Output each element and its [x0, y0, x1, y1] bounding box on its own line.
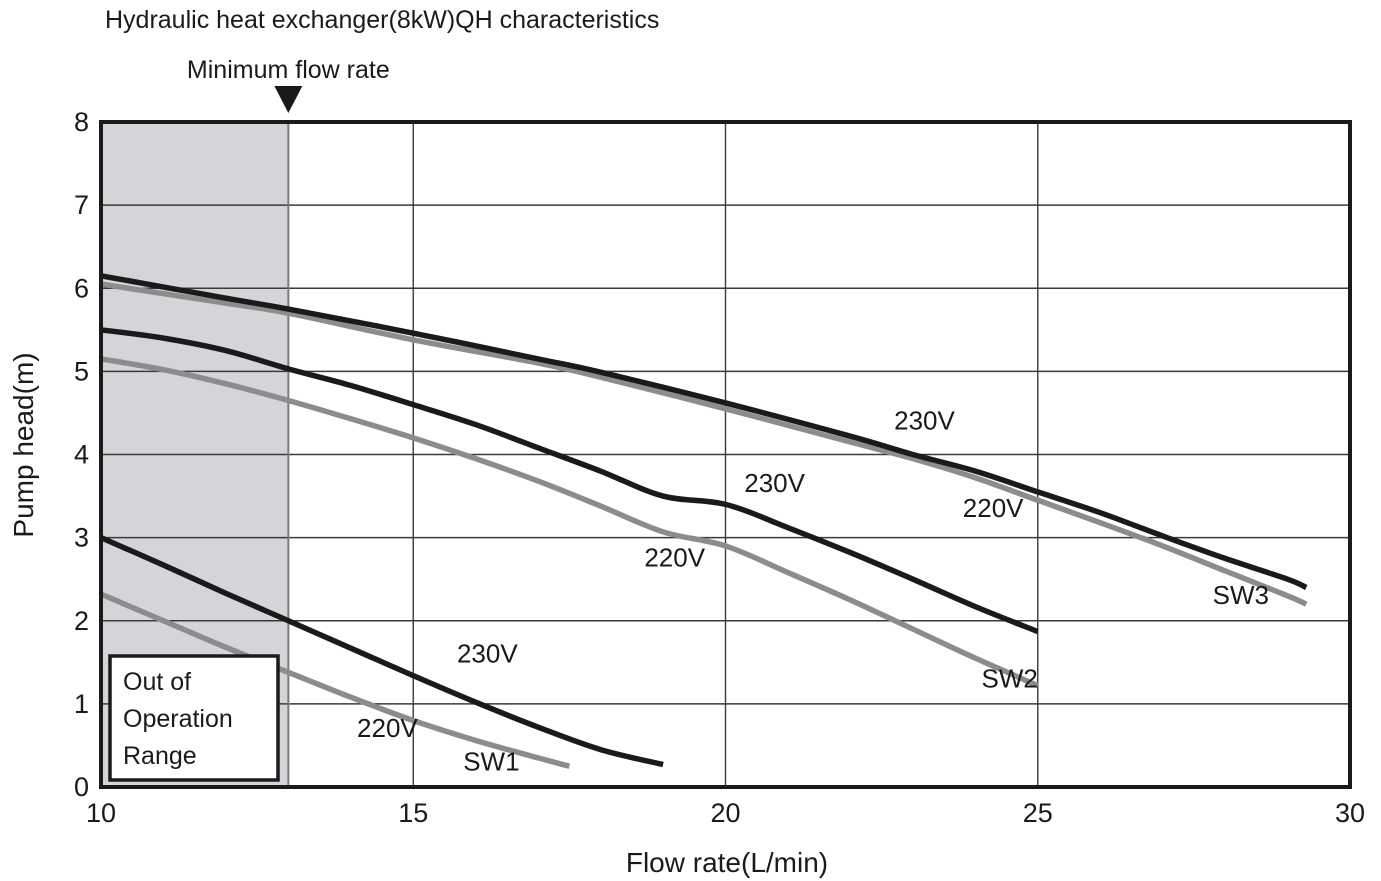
curve-label-230v-0: 230V [894, 406, 955, 436]
plot-frame [99, 120, 1352, 789]
minimum-flow-rate-label: Minimum flow rate [187, 56, 390, 84]
y-tick-label-0: 0 [74, 772, 89, 802]
y-tick-label-2: 2 [74, 606, 89, 636]
series-sw1-230v-line [99, 535, 664, 768]
tick-label-layer: 0 1 2 3 4 5 6 7 8 10 15 20 25 30 [74, 107, 1365, 828]
frame-layer [99, 120, 1352, 789]
x-tick-label-20: 20 [710, 798, 740, 828]
out-of-range-box [108, 654, 280, 782]
curve-label-230v-3: 230V [744, 468, 805, 498]
curve-label-220v-1: 220V [963, 493, 1024, 523]
annotation-layer: 230V 220V SW3 230V 220V SW2 230V 220V SW1 Minimum… [108, 56, 1269, 782]
x-tick-label-25: 25 [1023, 798, 1053, 828]
y-tick-label-7: 7 [74, 190, 89, 220]
curve-label-sw2-5: SW2 [982, 663, 1038, 693]
y-tick-label-5: 5 [74, 356, 89, 386]
curve-label-220v-4: 220V [644, 543, 705, 573]
out-of-range-label-line-2: Range [123, 742, 197, 770]
curve-label-sw1-8: SW1 [463, 746, 519, 776]
chart-title: Hydraulic heat exchanger(8kW)QH characte… [105, 6, 659, 34]
y-tick-label-3: 3 [74, 523, 89, 553]
series-sw1-220v-line [99, 591, 571, 769]
x-tick-label-30: 30 [1335, 798, 1365, 828]
series-sw2-220v-line [100, 356, 1039, 689]
minimum-flow-rate-arrow-icon [274, 86, 303, 113]
out-of-range-label-line-1: Operation [123, 705, 233, 733]
y-tick-label-4: 4 [74, 440, 89, 470]
y-tick-label-1: 1 [74, 689, 89, 719]
y-tick-label-8: 8 [74, 107, 89, 137]
x-tick-label-10: 10 [86, 798, 116, 828]
series-layer [99, 273, 1308, 769]
curve-label-220v-7: 220V [357, 713, 418, 743]
y-axis-title: Pump head(m) [8, 352, 39, 537]
series-sw2-230v-line [100, 327, 1039, 635]
x-tick-label-15: 15 [398, 798, 428, 828]
series-sw3-220v-line [100, 281, 1308, 607]
grid-layer [100, 121, 1351, 788]
x-axis-title: Flow rate(L/min) [626, 847, 828, 878]
series-sw3-230v-line [100, 273, 1308, 591]
out-of-range-label-line-0: Out of [123, 668, 191, 696]
curve-label-230v-6: 230V [457, 638, 518, 668]
y-tick-label-6: 6 [74, 273, 89, 303]
curve-label-sw3-2: SW3 [1213, 580, 1269, 610]
